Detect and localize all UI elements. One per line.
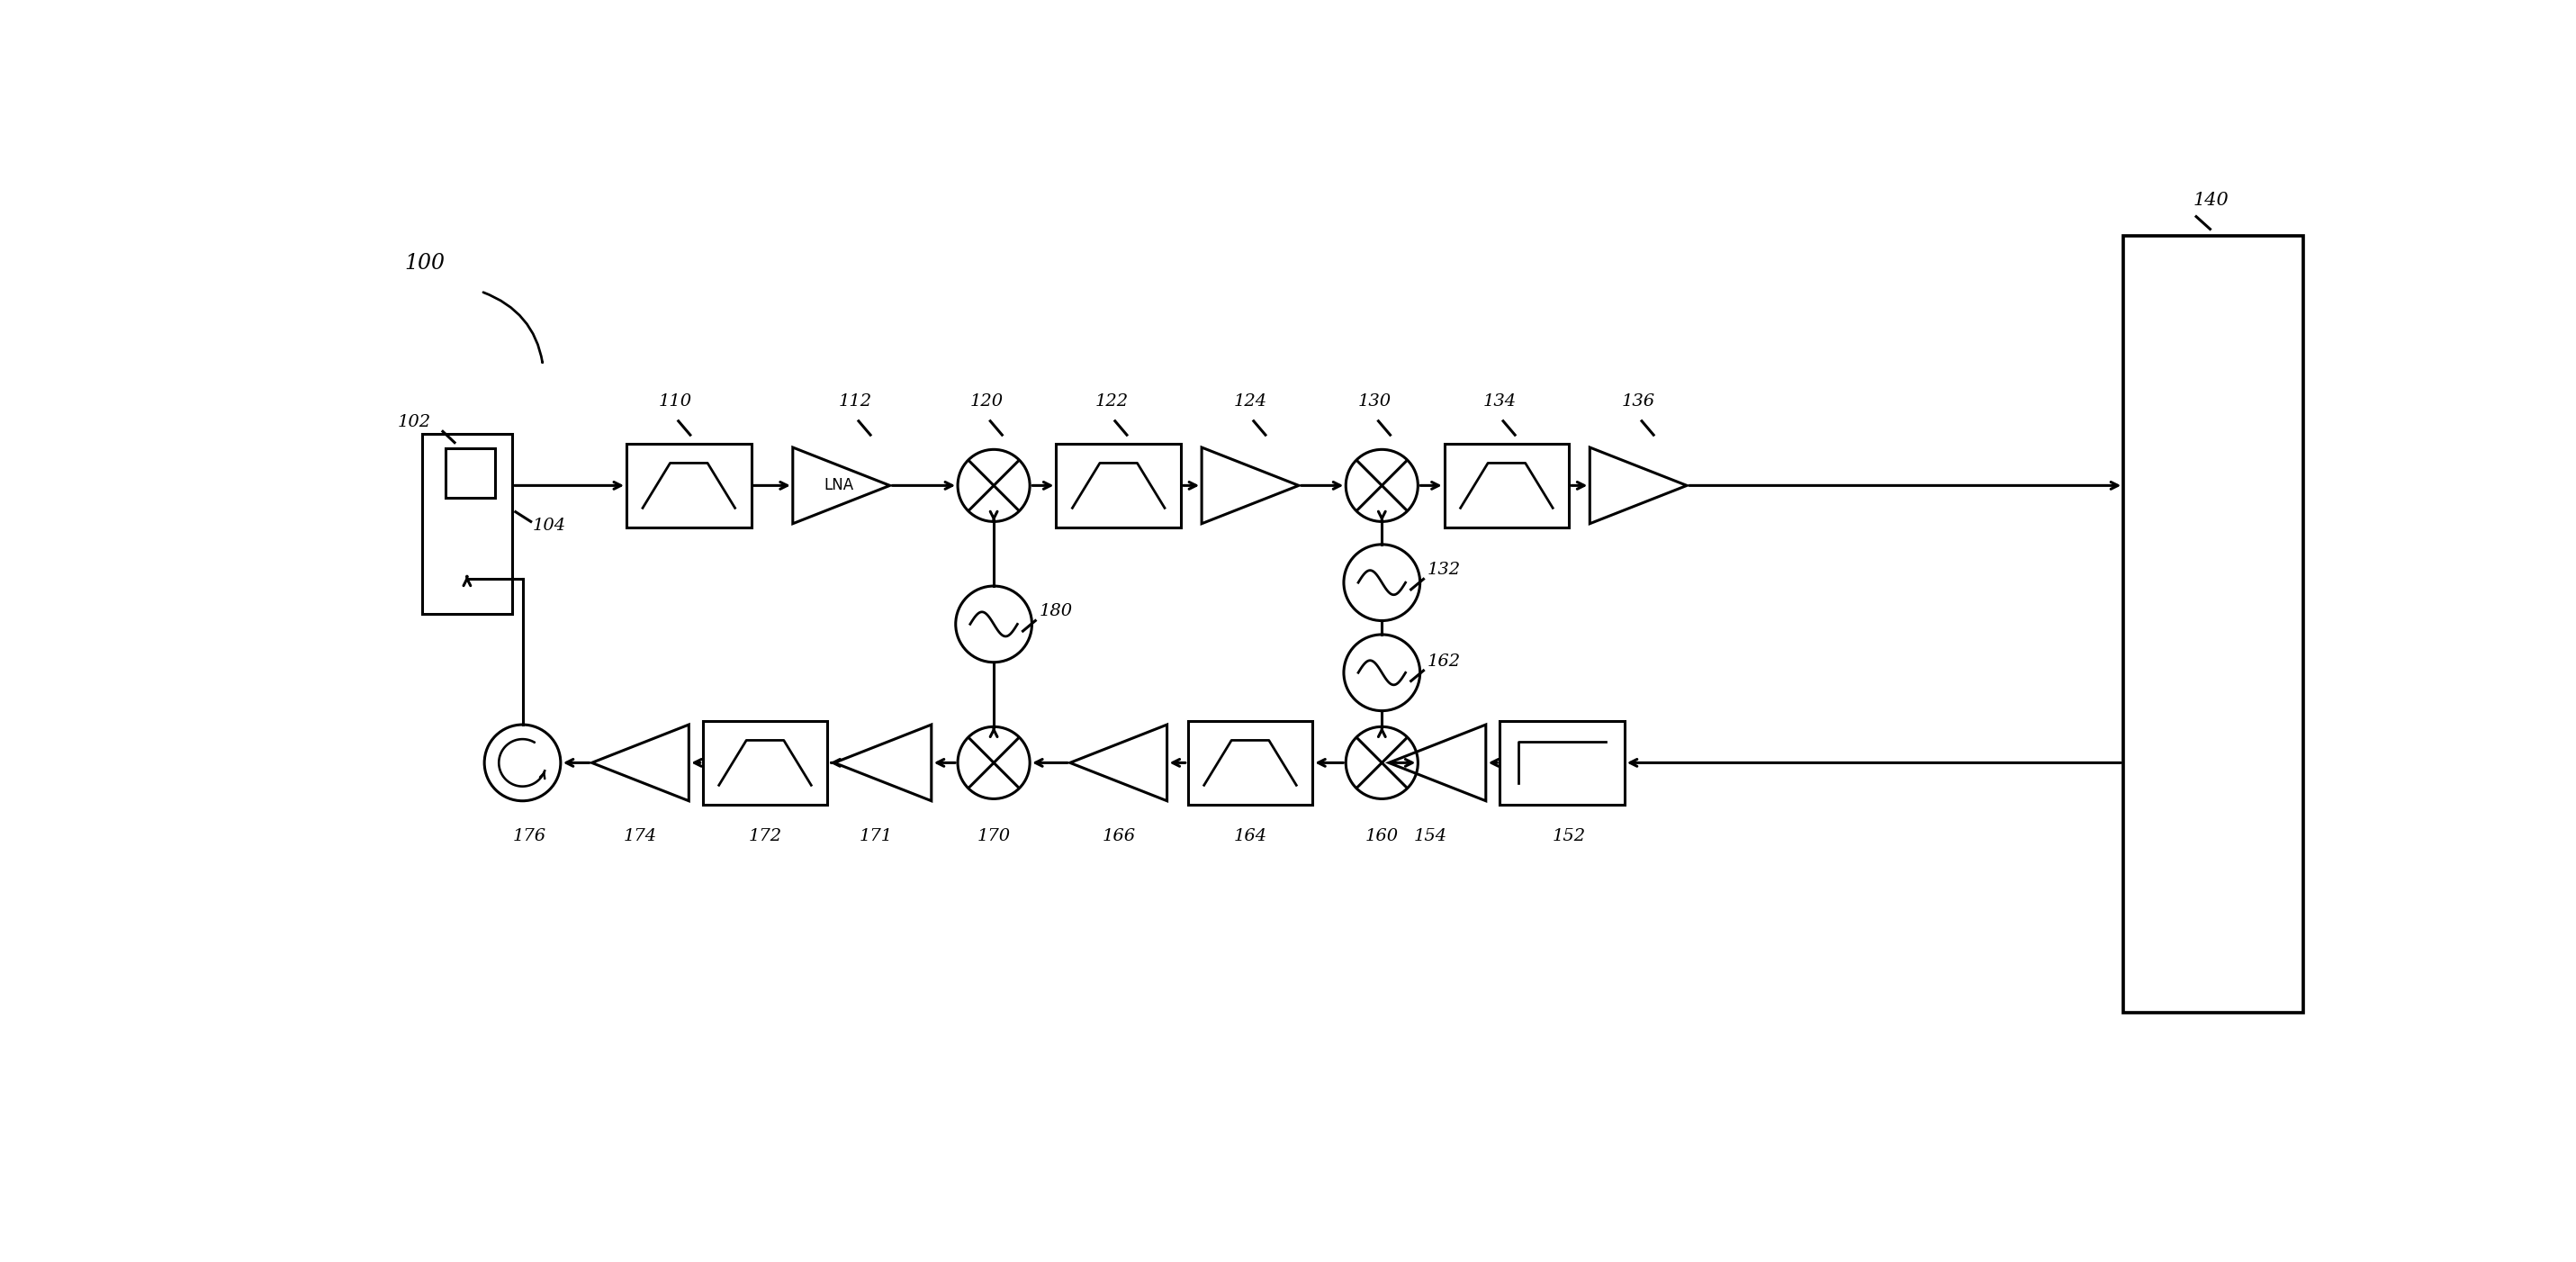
Bar (422, 434, 513, 613)
Text: 112: 112 (837, 394, 871, 409)
Text: 166: 166 (1103, 828, 1136, 844)
Text: 110: 110 (659, 394, 693, 409)
Text: 134: 134 (1484, 394, 1517, 409)
Text: 140: 140 (2192, 192, 2228, 208)
Text: 132: 132 (1427, 562, 1461, 578)
Bar (626, 444, 752, 528)
Bar (1056, 444, 1180, 528)
FancyArrowPatch shape (484, 293, 544, 362)
Text: 120: 120 (971, 394, 1005, 409)
Bar (1445, 444, 1569, 528)
Text: 162: 162 (1427, 654, 1461, 669)
Text: 172: 172 (750, 828, 781, 844)
Text: 174: 174 (623, 828, 657, 844)
Text: 124: 124 (1234, 394, 1267, 409)
Text: 152: 152 (1553, 828, 1587, 844)
Bar (1499, 721, 1625, 804)
Text: 171: 171 (860, 828, 894, 844)
Text: 102: 102 (397, 414, 430, 430)
Bar (1188, 721, 1314, 804)
Text: 160: 160 (1365, 828, 1399, 844)
Bar (2123, 236, 2303, 1012)
Text: 136: 136 (1623, 394, 1654, 409)
Bar (446, 448, 495, 498)
Bar (703, 721, 827, 804)
Text: LNA: LNA (824, 477, 853, 493)
Text: 100: 100 (404, 254, 446, 274)
Text: 164: 164 (1234, 828, 1267, 844)
Text: 104: 104 (533, 517, 567, 534)
Text: 176: 176 (513, 828, 546, 844)
Text: 130: 130 (1358, 394, 1391, 409)
Text: 180: 180 (1038, 603, 1072, 620)
Text: 170: 170 (976, 828, 1010, 844)
Text: 154: 154 (1414, 828, 1448, 844)
Text: 122: 122 (1095, 394, 1128, 409)
